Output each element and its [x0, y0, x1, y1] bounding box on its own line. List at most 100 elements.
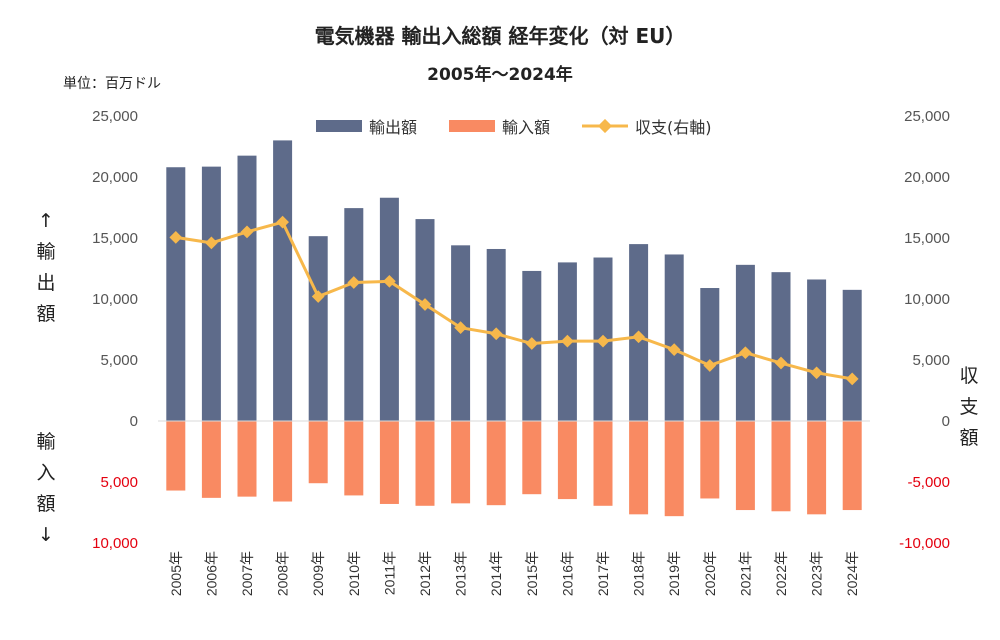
- right-axis-tick-label: 25,000: [904, 108, 950, 125]
- left-axis-tick-label: 10,000: [92, 291, 138, 308]
- import-bar: [379, 421, 399, 504]
- import-bar: [629, 421, 649, 515]
- x-axis-tick-label: 2024年: [844, 551, 860, 596]
- export-bar: [735, 264, 755, 421]
- chart-subtitle: 2005年～2024年: [427, 65, 573, 85]
- legend-item-import: 輸入額: [449, 114, 550, 138]
- legend-label-balance: 収支(右軸): [635, 118, 712, 137]
- import-bar: [415, 421, 435, 506]
- left-axis-import-char: 額: [36, 493, 56, 515]
- import-bar: [273, 421, 293, 502]
- balance-point: [276, 215, 289, 229]
- x-axis-tick-label: 2009年: [310, 551, 326, 596]
- import-bar: [557, 421, 577, 500]
- left-axis-export-char: 輸: [36, 241, 56, 263]
- left-axis-tick-label: 20,000: [92, 169, 138, 186]
- x-axis-tick-label: 2010年: [346, 551, 362, 596]
- import-bar: [807, 421, 827, 515]
- import-bar: [664, 421, 684, 517]
- import-bar: [700, 421, 720, 499]
- x-axis-tick-label: 2012年: [417, 551, 433, 596]
- export-bar: [842, 289, 862, 421]
- legend-item-balance: 収支(右軸): [582, 114, 712, 138]
- right-axis-char: 収: [959, 365, 979, 387]
- import-bar: [735, 421, 755, 511]
- x-axis-tick-label: 2023年: [809, 551, 825, 596]
- balance-point: [383, 274, 396, 288]
- balance-point: [205, 236, 218, 250]
- legend-label-import: 輸入額: [502, 118, 551, 137]
- export-bar: [273, 140, 293, 421]
- export-bar: [700, 288, 720, 421]
- import-bar: [166, 421, 186, 491]
- import-bar: [451, 421, 471, 504]
- right-axis-tick-label: -10,000: [899, 535, 950, 552]
- export-bar: [201, 166, 221, 421]
- x-axis-tick-label: 2005年: [168, 551, 184, 596]
- x-axis-tick-label: 2006年: [203, 551, 219, 596]
- balance-point: [418, 298, 432, 311]
- right-axis-tick-label: -5,000: [907, 474, 950, 491]
- balance-line: [175, 220, 853, 381]
- left-axis-import-char: ↓: [38, 524, 54, 546]
- chart-legend: 輸出額 輸入額 収支(右軸): [316, 114, 744, 138]
- balance-point: [169, 231, 183, 244]
- right-axis-tick-label: 15,000: [904, 230, 950, 247]
- import-bar: [593, 421, 613, 506]
- left-axis-import-label: 輸 入 額 ↓: [34, 433, 58, 557]
- export-bar: [166, 167, 186, 421]
- right-axis-tick-label: 5,000: [912, 352, 950, 369]
- legend-swatch-balance: [582, 119, 629, 133]
- unit-label: 単位：百万ドル: [63, 76, 161, 92]
- left-axis-tick-label: 5,000: [100, 474, 138, 491]
- left-axis-tick-label: 5,000: [100, 352, 138, 369]
- export-bar: [415, 219, 435, 421]
- balance-point: [240, 225, 254, 239]
- import-bar: [771, 421, 791, 512]
- export-bar: [771, 272, 791, 421]
- x-axis-tick-label: 2020年: [702, 551, 718, 596]
- x-axis-tick-label: 2018年: [631, 551, 647, 596]
- legend-item-export: 輸出額: [316, 114, 417, 138]
- x-axis-tick-label: 2014年: [488, 551, 504, 596]
- balance-point: [454, 321, 467, 335]
- balance-point: [489, 327, 503, 341]
- x-axis-tick-label: 2011年: [381, 551, 397, 595]
- left-axis-tick-label: 25,000: [92, 108, 138, 125]
- x-axis-tick-label: 2021年: [737, 551, 753, 596]
- right-axis-char: 支: [959, 396, 979, 418]
- export-bar: [664, 254, 684, 421]
- import-bar: [237, 421, 257, 497]
- x-axis-tick-label: 2008年: [275, 551, 291, 596]
- left-axis-import-char: 輸: [36, 431, 56, 453]
- legend-label-export: 輸出額: [369, 118, 418, 137]
- import-bar: [344, 421, 364, 496]
- export-bar: [308, 236, 328, 421]
- legend-swatch-import: [449, 120, 496, 132]
- left-axis-tick-label: 10,000: [92, 535, 138, 552]
- left-axis-export-char: 額: [36, 303, 56, 325]
- x-axis-tick-label: 2007年: [239, 551, 255, 596]
- import-bar: [308, 421, 328, 484]
- right-axis-tick-label: 0: [942, 413, 950, 430]
- left-axis-tick-label: 15,000: [92, 230, 138, 247]
- import-bar: [201, 421, 221, 498]
- left-axis-tick-label: 0: [130, 413, 138, 430]
- export-bar: [379, 197, 399, 421]
- right-axis-char: 額: [959, 427, 979, 449]
- left-axis-export-char: 出: [36, 272, 56, 294]
- x-axis-tick-label: 2013年: [453, 551, 469, 596]
- x-axis-tick-label: 2022年: [773, 551, 789, 596]
- import-bar: [842, 421, 862, 511]
- x-axis-tick-label: 2019年: [666, 551, 682, 596]
- left-axis-import-char: 入: [36, 462, 56, 484]
- balance-point: [347, 276, 361, 289]
- x-axis-tick-label: 2017年: [595, 551, 611, 596]
- left-axis-export-char: ↑: [38, 210, 54, 232]
- export-bar: [807, 279, 827, 421]
- right-axis-tick-label: 10,000: [904, 291, 950, 308]
- export-bar: [237, 155, 257, 421]
- right-axis-tick-label: 20,000: [904, 169, 950, 186]
- legend-swatch-export: [316, 120, 362, 132]
